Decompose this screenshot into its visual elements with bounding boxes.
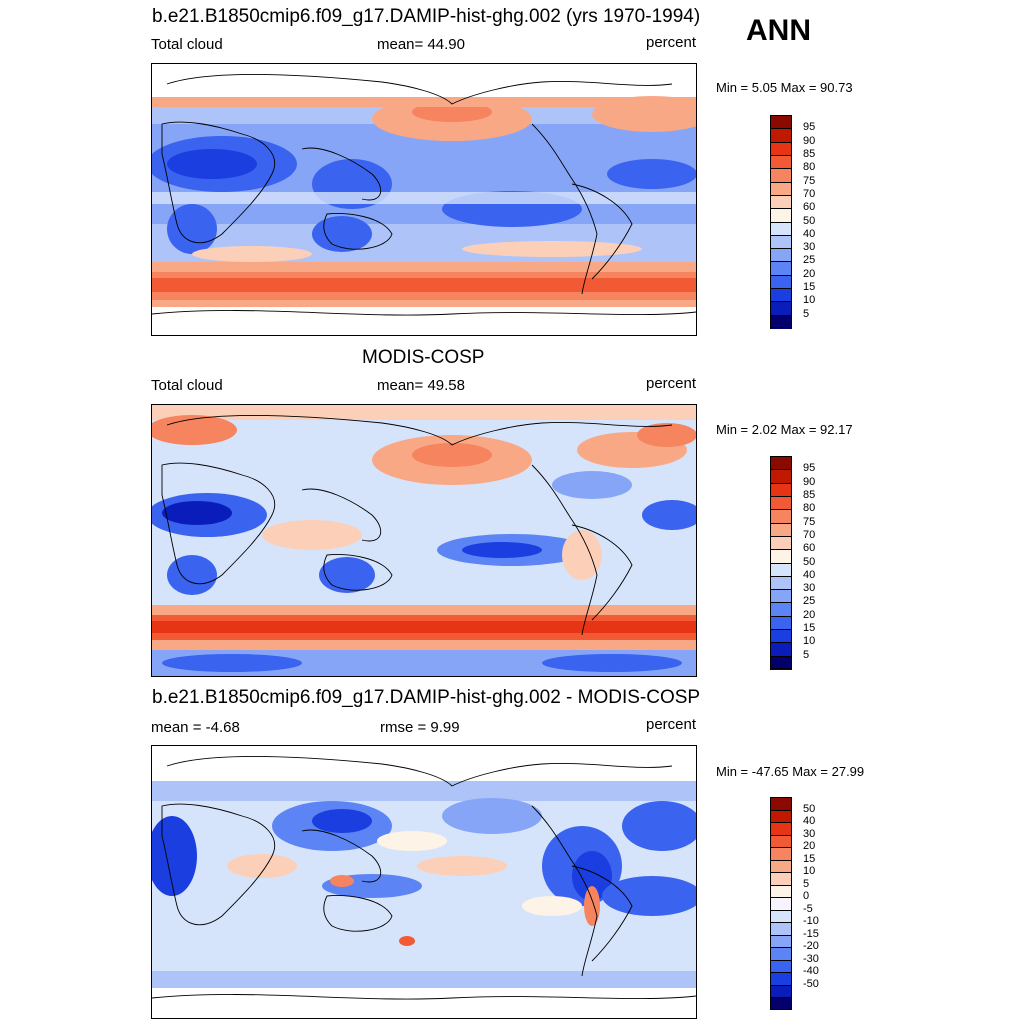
colorbar-label: 40 [803,815,816,828]
colorbar-label: 30 [803,582,816,595]
season-label: ANN [746,14,811,47]
colorbar-label: 50 [803,802,816,815]
colorbar-label: 5 [803,877,810,890]
colorbar-label: 10 [803,294,816,307]
panel-3-units-label: percent [646,716,697,733]
colorbar-label: 20 [803,840,816,853]
panel-1-minmax: Min = 5.05 Max = 90.73 [716,80,853,95]
colorbar-label: 50 [803,555,816,568]
panel-3-rmse-label: rmse = 9.99 [380,719,460,736]
colorbar-label: 85 [803,147,816,160]
colorbar-label: 25 [803,595,816,608]
panel-3-minmax: Min = -47.65 Max = 27.99 [716,764,865,779]
panel-1-map [151,63,697,336]
colorbar-label: 15 [803,281,816,294]
colorbar-label: 0 [803,890,810,903]
colorbar-label: 15 [803,852,816,865]
colorbar-label: 5 [803,307,810,320]
panel-3-mean-label: mean = -4.68 [151,719,240,736]
colorbar-label: 5 [803,648,810,661]
colorbar-label: 40 [803,568,816,581]
colorbar-frame [770,797,792,1010]
colorbar-label: 30 [803,827,816,840]
panel-1-variable-label: Total cloud [151,36,223,53]
panel-2-mean-label: mean= 49.58 [377,377,465,394]
panel-2-minmax: Min = 2.02 Max = 92.17 [716,422,853,437]
colorbar-label: 10 [803,635,816,648]
colorbar-label: 20 [803,608,816,621]
colorbar-label: 80 [803,161,816,174]
colorbar-label: -15 [803,927,819,940]
colorbar-label: 20 [803,267,816,280]
panel-3-colorbar: 50 40 30 20 15 10 5 0 -5 -10 -15 -20 -30 -40 -50 [770,797,819,1011]
colorbar-label: 75 [803,174,816,187]
colorbar-label: 10 [803,865,816,878]
panel-2-units-label: percent [646,375,697,392]
colorbar-label: 95 [803,462,816,475]
panel-2-title: MODIS-COSP [362,347,485,368]
panel-1-units-label: percent [646,34,697,51]
colorbar-label: -10 [803,915,819,928]
colorbar-label: 90 [803,475,816,488]
colorbar-label: 80 [803,502,816,515]
colorbar-label: 15 [803,622,816,635]
colorbar-label: -50 [803,977,819,990]
colorbar-label: -40 [803,965,819,978]
colorbar-label: 75 [803,515,816,528]
colorbar-label: 95 [803,121,816,134]
panel-3-map [151,745,697,1019]
panel-1-colorbar: 95 90 85 80 75 70 60 50 40 30 25 20 15 10 5 [770,115,815,329]
colorbar-label: -20 [803,940,819,953]
colorbar-label: 40 [803,227,816,240]
colorbar-label: 85 [803,488,816,501]
panel-2-map [151,404,697,677]
colorbar-label: 70 [803,528,816,541]
colorbar-label: 60 [803,201,816,214]
panel-2-colorbar: 95 90 85 80 75 70 60 50 40 30 25 20 15 10 5 [770,456,815,670]
colorbar-label: 25 [803,254,816,267]
colorbar-frame [770,115,792,328]
colorbar-label: 50 [803,214,816,227]
panel-1-mean-label: mean= 44.90 [377,36,465,53]
colorbar-label: 90 [803,134,816,147]
colorbar-label: -5 [803,902,813,915]
panel-2-variable-label: Total cloud [151,377,223,394]
colorbar-label: 60 [803,542,816,555]
colorbar-label: 70 [803,187,816,200]
panel-3-title: b.e21.B1850cmip6.f09_g17.DAMIP-hist-ghg.… [152,687,701,708]
colorbar-label: 30 [803,241,816,254]
panel-1-title: b.e21.B1850cmip6.f09_g17.DAMIP-hist-ghg.… [152,6,701,27]
colorbar-label: -30 [803,952,819,965]
colorbar-frame [770,456,792,669]
